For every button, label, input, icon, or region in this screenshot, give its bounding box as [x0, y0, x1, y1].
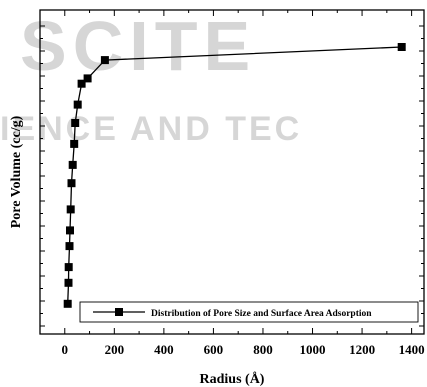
data-point	[73, 100, 82, 109]
data-point	[83, 74, 92, 83]
x-tick-label: 1200	[349, 342, 375, 357]
data-point	[67, 179, 76, 188]
data-point	[64, 263, 73, 272]
legend-label: Distribution of Pore Size and Surface Ar…	[151, 309, 372, 319]
series-points-group	[63, 43, 406, 308]
data-point	[63, 299, 72, 308]
data-point	[77, 79, 86, 88]
y-axis-title: Pore Volume (cc/g)	[9, 115, 24, 228]
x-axis-tick-labels: 0 200 400 600 800 1000 1200 1400	[62, 342, 425, 357]
x-axis-title: Radius (Å)	[200, 371, 265, 387]
x-tick-label: 1000	[300, 342, 326, 357]
legend-marker	[115, 308, 123, 316]
legend-box	[79, 301, 419, 323]
x-axis-ticks	[39, 10, 413, 334]
x-tick-label: 0	[62, 342, 69, 357]
data-point	[71, 119, 80, 127]
data-point	[66, 226, 74, 235]
series-line-group	[67, 46, 402, 304]
data-point	[64, 278, 73, 287]
data-point	[70, 139, 79, 148]
plot-frame	[39, 9, 425, 335]
legend: Distribution of Pore Size and Surface Ar…	[79, 301, 419, 323]
svg-text:IENCE AND TEC: IENCE AND TEC	[0, 110, 302, 148]
watermark: SCITE IENCE AND TEC	[0, 7, 302, 148]
svg-text:SCITE: SCITE	[20, 7, 256, 85]
x-tick-label: 400	[154, 342, 174, 357]
data-point	[100, 56, 109, 65]
data-point	[68, 160, 77, 169]
data-point	[66, 205, 75, 214]
series-line	[67, 46, 402, 304]
x-tick-label: 1400	[399, 342, 425, 357]
y-axis-ticks	[40, 25, 424, 327]
x-tick-label: 600	[204, 342, 224, 357]
x-tick-label: 200	[105, 342, 125, 357]
data-point	[397, 43, 406, 51]
data-point	[65, 242, 74, 251]
x-tick-label: 800	[253, 342, 273, 357]
